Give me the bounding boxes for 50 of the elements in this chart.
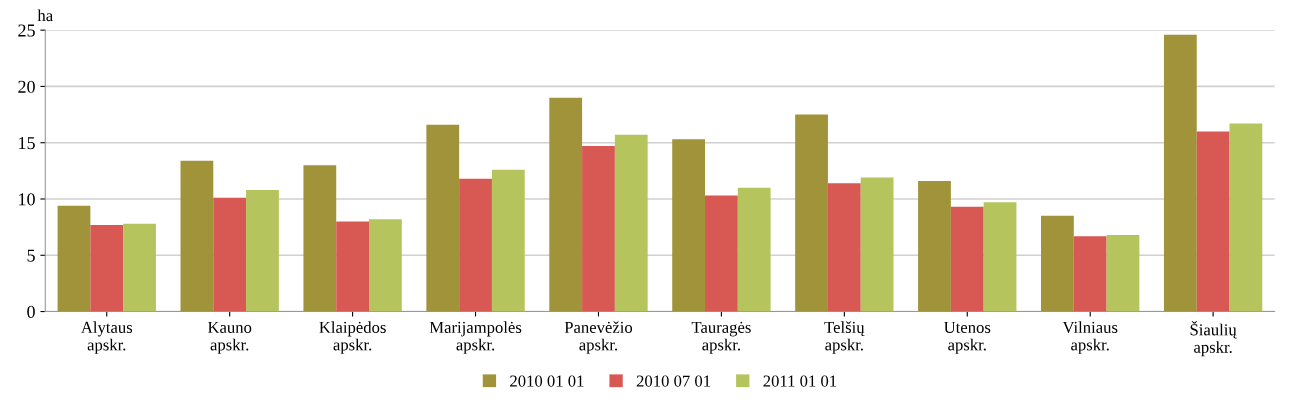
- bar: [426, 124, 460, 312]
- y-tick-label: 0: [27, 305, 35, 318]
- bar: [1106, 235, 1140, 312]
- bar: [549, 97, 583, 312]
- bar: [57, 205, 91, 312]
- y-tick-label: 5: [27, 249, 35, 262]
- x-tick-label: Kauno apskr.: [207, 321, 252, 354]
- bar: [90, 224, 124, 312]
- bar: [672, 139, 706, 312]
- bar: [1229, 123, 1263, 312]
- bar: [213, 197, 247, 312]
- bar: [123, 223, 156, 312]
- x-tick-label: Alytaus apskr.: [80, 321, 133, 354]
- bar: [459, 178, 492, 312]
- bar: [705, 195, 738, 312]
- bar: [1196, 131, 1230, 312]
- bar: [918, 180, 951, 312]
- legend-label: 2010 07 01: [636, 375, 711, 387]
- legend-label: 2010 01 01: [510, 375, 584, 387]
- bar: [860, 177, 894, 312]
- x-tick-label: Panevėžio apskr.: [564, 321, 633, 354]
- bar: [303, 165, 337, 312]
- bar: [950, 206, 984, 312]
- bar: [369, 219, 402, 312]
- y-tick-label: 10: [19, 193, 35, 206]
- bar: [795, 114, 828, 312]
- x-tick-label: Šiaulių apskr.: [1190, 321, 1237, 357]
- bar: [1163, 34, 1197, 312]
- bar: [180, 160, 214, 312]
- y-axis-title: ha: [37, 9, 53, 22]
- y-tick-label: 20: [18, 80, 35, 93]
- x-tick-label: Telšių apskr.: [824, 321, 865, 354]
- bar: [491, 169, 525, 312]
- bar: [582, 146, 615, 312]
- bar: [1073, 236, 1107, 312]
- bar: [737, 187, 771, 312]
- bar: [983, 202, 1017, 312]
- bar: [1041, 215, 1074, 312]
- x-tick-label: Klaipėdos apskr.: [319, 321, 386, 354]
- bar: [614, 134, 648, 312]
- x-tick-label: Marijampolės apskr.: [429, 321, 522, 354]
- y-tick-label: 15: [19, 137, 35, 150]
- bar: [336, 221, 370, 312]
- x-tick-label: Utenos apskr.: [944, 321, 991, 354]
- bar: [827, 183, 861, 312]
- legend-label: 2011 01 01: [763, 375, 837, 387]
- y-tick-label: 25: [18, 24, 35, 37]
- x-tick-label: Tauragės apskr.: [691, 321, 751, 354]
- x-tick-label: Vilniaus apskr.: [1062, 321, 1118, 354]
- bar: [246, 189, 279, 312]
